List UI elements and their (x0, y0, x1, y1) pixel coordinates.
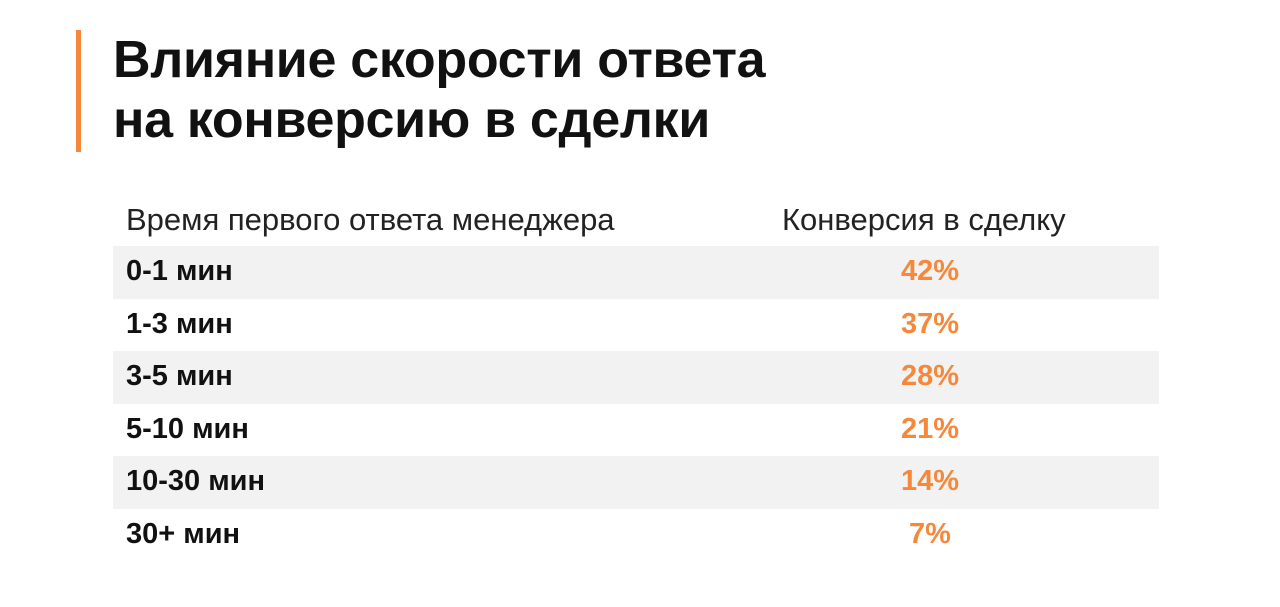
row-conversion: 28% (900, 360, 960, 393)
table-row: 0-1 мин 42% (113, 246, 1159, 299)
table-row: 1-3 мин 37% (113, 299, 1159, 352)
row-time: 3-5 мин (126, 360, 233, 393)
row-conversion: 7% (909, 517, 951, 550)
accent-bar (76, 30, 81, 152)
page-title: Влияние скорости ответа на конверсию в с… (113, 30, 766, 150)
header-response-time: Время первого ответа менеджера (126, 202, 615, 237)
table-row: 10-30 мин 14% (113, 456, 1159, 509)
table-row: 3-5 мин 28% (113, 351, 1159, 404)
row-time: 1-3 мин (126, 307, 233, 340)
table-row: 5-10 мин 21% (113, 404, 1159, 457)
header-conversion: Конверсия в сделку (782, 202, 1066, 237)
table-header: Время первого ответа менеджера Конверсия… (113, 196, 1159, 246)
row-conversion: 37% (900, 307, 960, 340)
row-time: 0-1 мин (126, 255, 233, 287)
row-time: 5-10 мин (126, 412, 249, 445)
row-conversion: 21% (900, 412, 960, 445)
row-time: 30+ мин (126, 517, 241, 550)
title-line-1: Влияние скорости ответа (113, 31, 766, 89)
table-row: 30+ мин 7% (113, 509, 1159, 562)
conversion-table: Время первого ответа менеджера Конверсия… (113, 196, 1159, 562)
row-conversion: 42% (900, 255, 960, 287)
row-time: 10-30 мин (126, 465, 266, 498)
row-conversion: 14% (900, 465, 960, 498)
title-line-2: на конверсию в сделки (113, 91, 710, 149)
